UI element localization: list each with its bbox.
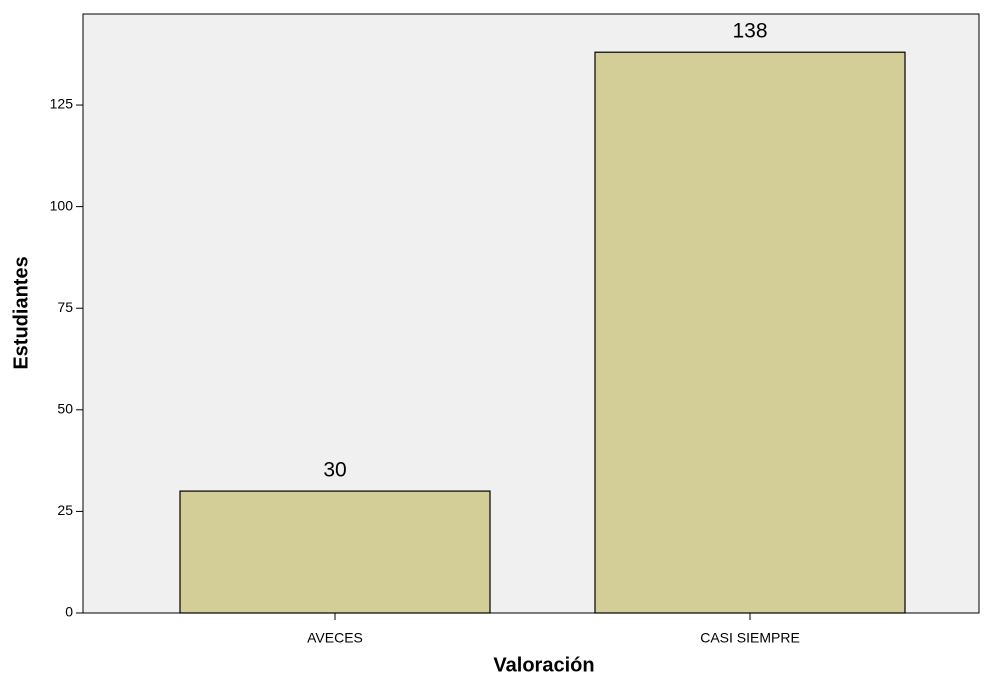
data-label: 30 xyxy=(323,459,346,482)
bar xyxy=(594,51,906,614)
x-tick-label: AVECES xyxy=(307,630,363,646)
y-tick-label: 125 xyxy=(50,96,74,112)
y-tick-label: 75 xyxy=(57,299,73,315)
y-axis-label: Estudiantes xyxy=(10,256,32,369)
y-tick-label: 50 xyxy=(57,401,73,417)
x-tick-label: CASI SIEMPRE xyxy=(700,630,800,646)
x-axis-label: Valoración xyxy=(493,654,594,676)
y-tick-label: 100 xyxy=(50,197,74,213)
data-label: 138 xyxy=(732,20,767,43)
y-tick-label: 25 xyxy=(57,502,73,518)
y-tick-label: 0 xyxy=(65,604,73,620)
bar xyxy=(179,490,491,614)
